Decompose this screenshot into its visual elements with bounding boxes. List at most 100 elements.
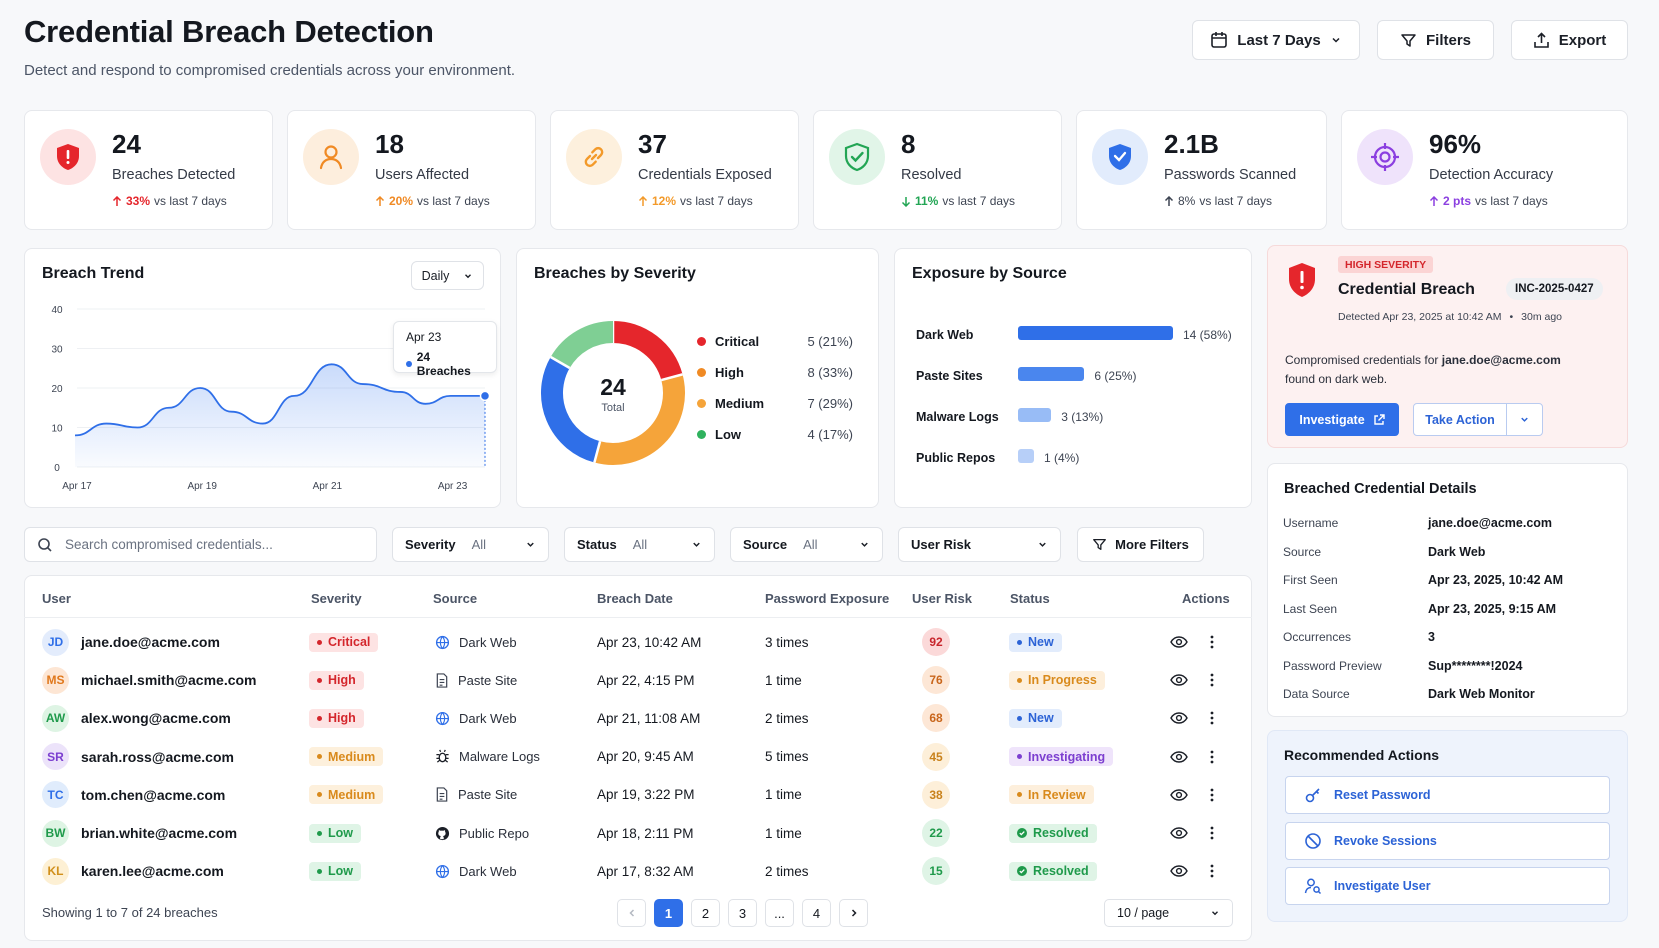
more-vertical-icon[interactable] xyxy=(1210,711,1214,725)
user-email[interactable]: alex.wong@acme.com xyxy=(81,710,231,727)
trend-point[interactable] xyxy=(479,390,491,402)
column-header[interactable]: Breach Date xyxy=(597,591,673,606)
more-vertical-icon[interactable] xyxy=(1210,788,1214,802)
eye-icon[interactable] xyxy=(1170,674,1188,686)
recommended-action-revoke-sessions[interactable]: Revoke Sessions xyxy=(1285,821,1610,860)
kpi-trend: 8% vs last 7 days xyxy=(1164,194,1272,208)
kpi-label: Passwords Scanned xyxy=(1164,167,1297,183)
column-header[interactable]: Severity xyxy=(311,591,362,606)
eye-icon[interactable] xyxy=(1170,712,1188,725)
page-button[interactable]: 1 xyxy=(654,899,683,927)
filters-button[interactable]: Filters xyxy=(1377,20,1494,60)
column-header[interactable]: User Risk xyxy=(912,591,972,606)
user-email[interactable]: sarah.ross@acme.com xyxy=(81,748,234,765)
eye-icon[interactable] xyxy=(1170,865,1188,877)
exposure-bar[interactable] xyxy=(1018,326,1173,340)
breach-date: Apr 23, 10:42 AM xyxy=(597,634,702,650)
more-filters-button[interactable]: More Filters xyxy=(1077,527,1204,562)
more-vertical-icon[interactable] xyxy=(1210,826,1214,840)
severity-legend-item: Low 4 (17%) xyxy=(697,427,853,442)
more-vertical-icon[interactable] xyxy=(1210,635,1214,649)
eye-icon[interactable] xyxy=(1170,750,1188,763)
prev-page-button[interactable] xyxy=(617,899,646,927)
user-email[interactable]: jane.doe@acme.com xyxy=(81,634,220,650)
breach-date: Apr 22, 4:15 PM xyxy=(597,672,695,688)
donut-slice-critical[interactable] xyxy=(612,321,683,381)
exposure-bar[interactable] xyxy=(1018,449,1034,463)
column-header[interactable]: Actions xyxy=(1182,591,1230,606)
page-button[interactable]: 2 xyxy=(691,899,720,927)
severity-badge: Medium xyxy=(309,747,384,767)
column-header[interactable]: User xyxy=(42,591,71,606)
detail-label: First Seen xyxy=(1283,573,1338,587)
donut-slice-high[interactable] xyxy=(594,374,685,465)
more-vertical-icon[interactable] xyxy=(1210,673,1214,687)
kpi-delta-suffix: vs last 7 days xyxy=(417,194,490,208)
column-header[interactable]: Status xyxy=(1010,591,1050,606)
y-tick-label: 40 xyxy=(51,305,63,316)
exposure-bar[interactable] xyxy=(1018,367,1085,381)
chevron-down-icon[interactable] xyxy=(1506,404,1542,435)
user-email[interactable]: tom.chen@acme.com xyxy=(81,786,226,803)
exposure-category-label: Paste Sites xyxy=(916,369,983,383)
detail-label: Occurrences xyxy=(1283,630,1352,644)
eye-icon[interactable] xyxy=(1170,827,1188,839)
interval-dropdown[interactable]: Daily xyxy=(411,261,484,290)
donut-slice-medium[interactable] xyxy=(541,357,601,463)
table-row[interactable]: JD jane.doe@acme.com Critical Dark Web Apr 2… xyxy=(24,623,1252,661)
severity-filter[interactable]: Severity All xyxy=(392,527,549,562)
password-exposure: 1 time xyxy=(765,787,802,803)
date-range-dropdown[interactable]: Last 7 Days xyxy=(1192,20,1360,60)
eye-icon[interactable] xyxy=(1170,789,1188,801)
status-filter[interactable]: Status All xyxy=(564,527,715,562)
table-row[interactable]: MS michael.smith@acme.com High Paste Site Ap… xyxy=(24,661,1252,699)
kpi-delta-suffix: vs last 7 days xyxy=(680,194,753,208)
user-risk-filter[interactable]: User Risk xyxy=(898,527,1061,562)
recommended-action-reset-password[interactable]: Reset Password xyxy=(1285,776,1610,814)
kpi-delta: 2 pts xyxy=(1443,194,1472,208)
recommended-action-label: Investigate User xyxy=(1334,879,1431,893)
user-email[interactable]: brian.white@acme.com xyxy=(81,825,238,841)
next-page-button[interactable] xyxy=(839,899,868,927)
eye-icon[interactable] xyxy=(1170,636,1188,648)
page-button[interactable]: 4 xyxy=(802,899,831,927)
table-row[interactable]: AW alex.wong@acme.com High Dark Web Apr 21, … xyxy=(24,699,1252,737)
user-email[interactable]: michael.smith@acme.com xyxy=(81,672,257,689)
export-button[interactable]: Export xyxy=(1511,20,1628,60)
detail-value: Dark Web xyxy=(1428,544,1486,559)
search-input[interactable]: Search compromised credentials... xyxy=(24,527,377,562)
avatar: SR xyxy=(42,743,69,771)
more-vertical-icon[interactable] xyxy=(1210,750,1214,764)
recommended-action-investigate-user[interactable]: Investigate User xyxy=(1285,867,1610,905)
page-size-select[interactable]: 10 / page xyxy=(1104,899,1233,927)
avatar: BW xyxy=(42,819,69,847)
chevron-right-icon xyxy=(849,908,859,918)
page-button[interactable]: 3 xyxy=(728,899,757,927)
calendar-icon xyxy=(1210,31,1228,49)
table-row[interactable]: BW brian.white@acme.com Low Public Repo Apr … xyxy=(24,814,1252,852)
detail-value: Apr 23, 2025, 10:42 AM xyxy=(1428,573,1564,587)
chevron-down-icon xyxy=(463,271,473,281)
column-header[interactable]: Source xyxy=(433,591,478,606)
trend-tooltip: Apr 23 24 Breaches xyxy=(393,321,497,378)
source-label: Malware Logs xyxy=(459,749,540,765)
user-email[interactable]: karen.lee@acme.com xyxy=(81,863,224,880)
investigate-button[interactable]: Investigate xyxy=(1285,403,1399,436)
x-tick-label: Apr 17 xyxy=(62,481,92,492)
kpi-card: 24 Breaches Detected 33% vs last 7 days xyxy=(24,110,273,230)
page-title: Credential Breach Detection xyxy=(24,14,434,49)
legend-value: 4 (17%) xyxy=(807,427,853,442)
kpi-delta: 33% xyxy=(126,194,151,208)
donut-slice-low[interactable] xyxy=(550,321,614,369)
source-filter[interactable]: Source All xyxy=(730,527,883,562)
source-label: Dark Web xyxy=(459,710,517,726)
more-vertical-icon[interactable] xyxy=(1210,864,1214,878)
table-row[interactable]: KL karen.lee@acme.com Low Dark Web Apr 17, 8… xyxy=(24,852,1252,890)
exposure-bar[interactable] xyxy=(1018,408,1052,422)
severity-dot xyxy=(317,868,322,874)
take-action-button[interactable]: Take Action xyxy=(1413,403,1543,436)
pagination-ellipsis: ... xyxy=(765,899,794,927)
table-row[interactable]: TC tom.chen@acme.com Medium Paste Site Apr 1… xyxy=(24,776,1252,814)
column-header[interactable]: Password Exposure xyxy=(765,591,890,606)
table-row[interactable]: SR sarah.ross@acme.com Medium Malware Logs A… xyxy=(24,738,1252,776)
